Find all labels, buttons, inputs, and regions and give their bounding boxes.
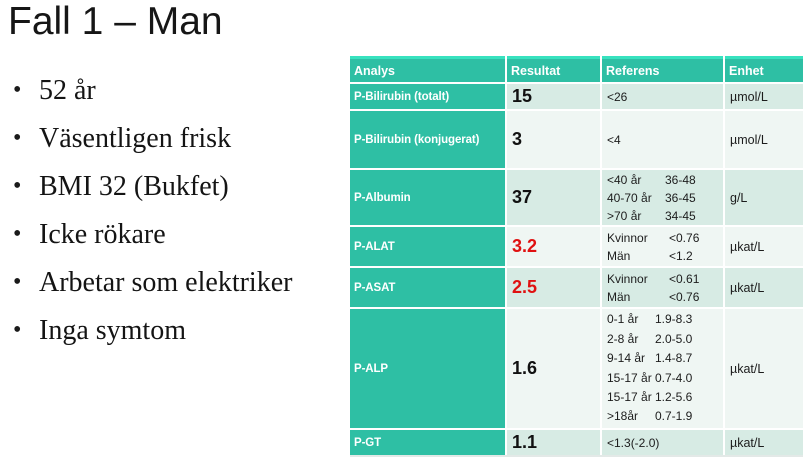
bullet-item-bmi: BMI 32 (Bukfet) [10,170,310,203]
reference-line-label: Män [607,289,631,304]
column-header-enhet: Enhet [725,56,803,82]
unit-cell: µmol/L [725,84,803,109]
unit-cell: µkat/L [725,268,803,307]
reference-line-label: 15-17 år [607,389,652,404]
reference-cell: <40 år 36-48 40-70 år 36-45 >70 år 34-45 [602,170,723,225]
reference-line-value: 36-48 [665,172,696,187]
lab-results-table: Analys Resultat Referens Enhet P-Bilirub… [350,56,803,457]
result-cell: 15 [507,84,600,109]
unit-cell: µkat/L [725,309,803,428]
result-cell-abnormal: 2.5 [507,268,600,307]
result-cell: 3 [507,111,600,168]
reference-line-value: <0.76 [669,230,700,245]
bullet-item-occupation: Arbetar som elektriker [10,266,310,299]
reference-line-value: <0.76 [669,289,700,304]
analysis-name-cell: P-Bilirubin (konjugerat) [350,111,505,168]
reference-line-label: >70 år [607,208,642,223]
unit-cell: µkat/L [725,430,803,455]
reference-line-label: <1.3(-2.0) [607,435,660,450]
reference-line-value: <0.61 [669,271,700,286]
unit-cell: µmol/L [725,111,803,168]
reference-line-value: 0.7-1.9 [655,409,693,424]
reference-cell: <1.3(-2.0) [602,430,723,455]
reference-line-label: 9-14 år [607,351,646,366]
analysis-name-cell: P-ASAT [350,268,505,307]
result-cell: 37 [507,170,600,225]
column-header-referens: Referens [602,56,723,82]
reference-line-label: <26 [607,89,628,104]
reference-line-value: 1.2-5.6 [655,389,693,404]
bullet-item-smoking: Icke rökare [10,218,310,251]
reference-line-value: <1.2 [669,248,693,263]
reference-line-value: 1.9-8.3 [655,312,693,327]
result-cell-abnormal: 3.2 [507,227,600,266]
reference-cell: Kvinnor <0.76 Män <1.2 [602,227,723,266]
bullet-item-age: 52 år [10,74,310,107]
reference-line-value: 1.4-8.7 [655,351,693,366]
analysis-name-cell: P-GT [350,430,505,455]
reference-cell: <26 [602,84,723,109]
bullet-list: 52 år Väsentligen frisk BMI 32 (Bukfet) … [10,74,310,362]
reference-line-label: Kvinnor [607,230,648,245]
reference-line-value: 0.7-4.0 [655,370,693,385]
analysis-name-cell: P-Bilirubin (totalt) [350,84,505,109]
reference-line-label: >18år [607,409,639,424]
analysis-name-cell: P-ALAT [350,227,505,266]
reference-line-label: Män [607,248,631,263]
reference-line-label: 0-1 år [607,312,639,327]
reference-line-value: 2.0-5.0 [655,331,693,346]
reference-line-label: <40 år [607,172,642,187]
reference-cell: 0-1 år 1.9-8.3 2-8 år 2.0-5.0 9-14 år 1.4-8… [602,309,723,428]
result-cell: 1.1 [507,430,600,455]
slide-title: Fall 1 – Man [8,0,223,43]
reference-cell: Kvinnor <0.61 Män <0.76 [602,268,723,307]
analysis-name-cell: P-ALP [350,309,505,428]
bullet-item-health: Väsentligen frisk [10,122,310,155]
reference-line-label: <4 [607,132,621,147]
reference-cell: <4 [602,111,723,168]
reference-line-value: 36-45 [665,190,696,205]
unit-cell: g/L [725,170,803,225]
analysis-name-cell: P-Albumin [350,170,505,225]
column-header-analys: Analys [350,56,505,82]
reference-line-label: 40-70 år [607,190,652,205]
reference-line-value: 34-45 [665,208,696,223]
reference-line-label: 2-8 år [607,331,639,346]
bullet-item-symptoms: Inga symtom [10,314,310,347]
result-cell: 1.6 [507,309,600,428]
reference-line-label: 15-17 år [607,370,652,385]
reference-line-label: Kvinnor [607,271,648,286]
unit-cell: µkat/L [725,227,803,266]
column-header-resultat: Resultat [507,56,600,82]
